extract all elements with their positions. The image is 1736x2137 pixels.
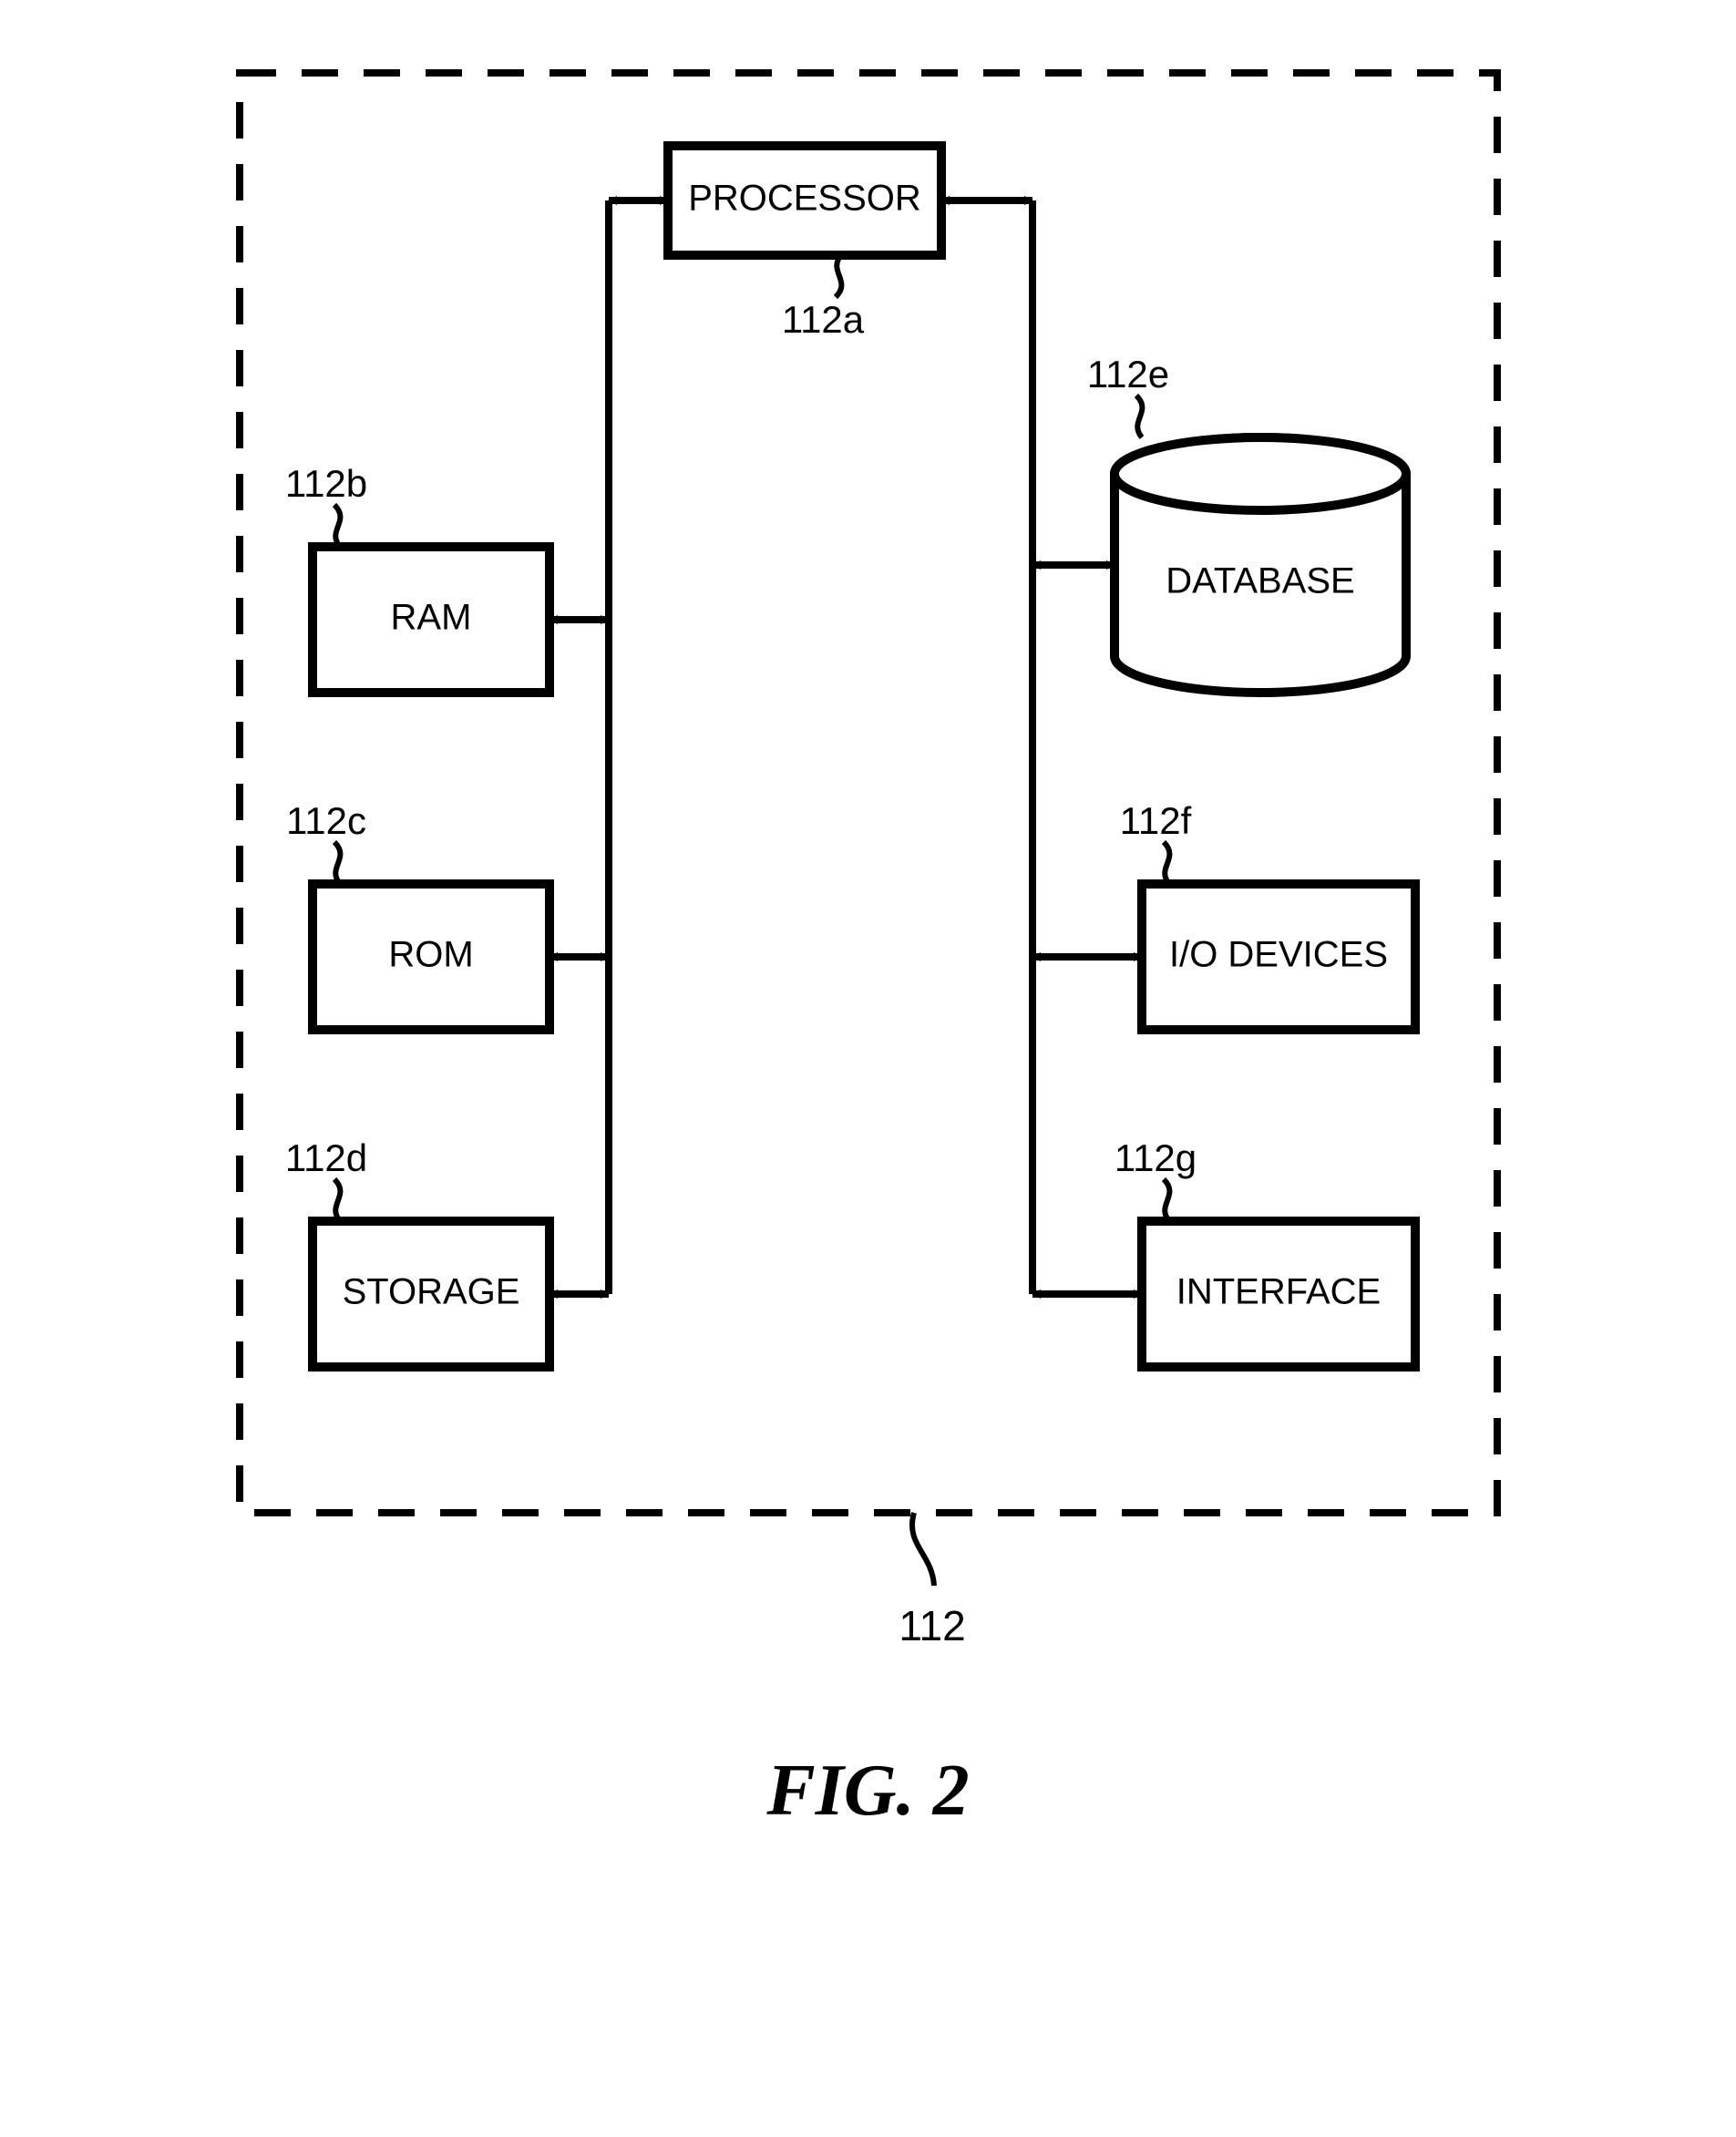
node-database: DATABASE 112e [1086, 353, 1405, 693]
callout-iodev [1164, 842, 1169, 884]
node-storage-label: STORAGE [342, 1272, 519, 1312]
callout-database [1136, 396, 1142, 437]
callout-processor [836, 255, 841, 297]
ref-system: 112 [899, 1602, 965, 1649]
node-processor-label: PROCESSOR [688, 179, 921, 219]
node-interface-label: INTERFACE [1176, 1272, 1380, 1312]
ref-interface: 112g [1114, 1136, 1196, 1179]
node-database-label: DATABASE [1166, 561, 1354, 601]
callout-storage [334, 1179, 340, 1221]
ref-iodev: 112f [1119, 799, 1191, 842]
node-iodev: I/O DEVICES 112f [1119, 799, 1414, 1030]
diagram-canvas: PROCESSOR 112a RAM 112b ROM 112c STORAGE 112d DA… [185, 36, 1552, 1722]
callout-rom [334, 842, 340, 884]
figure-caption: FIG. 2 [36, 1750, 1700, 1833]
callout-ram [334, 505, 340, 547]
block-diagram-svg: PROCESSOR 112a RAM 112b ROM 112c STORAGE 112d DA… [185, 36, 1552, 1722]
ref-database: 112e [1086, 353, 1168, 396]
callout-system [911, 1513, 933, 1586]
ref-rom: 112c [286, 799, 366, 842]
node-interface: INTERFACE 112g [1114, 1136, 1414, 1367]
node-ram-label: RAM [390, 598, 471, 638]
ref-storage: 112d [284, 1136, 366, 1179]
node-storage: STORAGE 112d [284, 1136, 549, 1367]
node-rom: ROM 112c [286, 799, 550, 1030]
node-rom-label: ROM [388, 935, 473, 975]
callout-interface [1164, 1179, 1169, 1221]
ref-processor: 112a [781, 298, 864, 341]
ref-ram: 112b [284, 462, 366, 505]
node-ram: RAM 112b [284, 462, 549, 693]
node-processor: PROCESSOR 112a [668, 146, 941, 341]
node-iodev-label: I/O DEVICES [1168, 935, 1387, 975]
